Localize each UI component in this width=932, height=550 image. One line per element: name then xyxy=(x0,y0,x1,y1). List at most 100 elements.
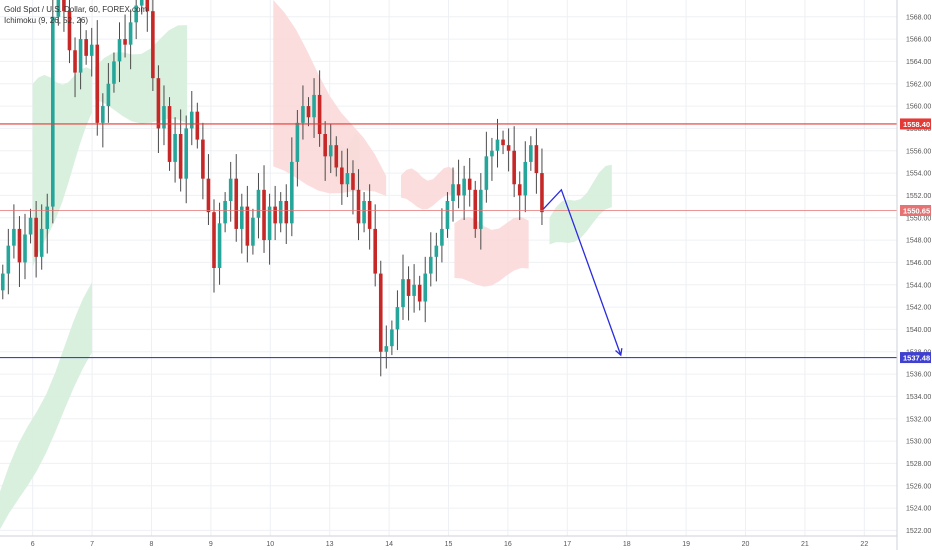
candle xyxy=(378,260,383,377)
candle-body xyxy=(378,273,383,352)
cloud-bull-segment xyxy=(0,281,93,530)
candle xyxy=(162,85,166,146)
candle-body xyxy=(73,50,77,73)
candle xyxy=(517,171,522,220)
price-tick-label: 1560.00 xyxy=(906,104,931,111)
projection-arrow[interactable] xyxy=(543,188,623,357)
time-tick-label: 9 xyxy=(209,541,213,548)
horizontal-levels[interactable] xyxy=(0,123,897,359)
resistance-price-tag xyxy=(900,118,931,130)
candle xyxy=(340,150,344,205)
time-tick-label: 16 xyxy=(504,541,512,548)
candle-body xyxy=(312,94,316,118)
candle-body xyxy=(184,128,189,179)
candle-body xyxy=(356,189,361,224)
candle xyxy=(301,85,305,140)
candle-body xyxy=(328,145,333,157)
candle-body xyxy=(340,167,344,185)
current-price-tag xyxy=(900,204,931,216)
candle-body xyxy=(195,111,200,140)
time-tick-label: 15 xyxy=(445,541,453,548)
candle xyxy=(423,256,428,323)
candle-body xyxy=(23,234,27,263)
candle xyxy=(151,0,155,92)
candle xyxy=(345,148,350,198)
candle-body xyxy=(12,228,16,246)
candle-body xyxy=(45,206,50,229)
candle-body xyxy=(51,16,55,207)
candle-body xyxy=(462,178,466,196)
candle xyxy=(73,37,77,98)
candle-body xyxy=(178,134,183,179)
candle-body xyxy=(467,178,472,190)
candle-body xyxy=(440,228,444,246)
candle xyxy=(212,199,216,293)
cloud-bear-segment xyxy=(273,0,387,196)
candle xyxy=(306,97,311,127)
candle-body xyxy=(239,206,244,229)
candle-body xyxy=(201,139,205,179)
price-tick-label: 1554.00 xyxy=(906,171,931,178)
candle xyxy=(395,290,400,351)
time-tick-label: 10 xyxy=(266,541,274,548)
candle xyxy=(239,193,244,254)
candle xyxy=(101,93,105,148)
candlestick-series[interactable] xyxy=(0,0,544,377)
candle xyxy=(256,173,261,239)
price-tick-label: 1530.00 xyxy=(906,439,931,446)
candle xyxy=(540,148,544,226)
candle xyxy=(112,52,116,93)
cloud-bull-segment xyxy=(549,164,612,245)
price-tick-label: 1534.00 xyxy=(906,394,931,401)
price-tick-label: 1548.00 xyxy=(906,238,931,245)
candle-body xyxy=(290,161,294,224)
candle xyxy=(473,180,478,238)
candle-body xyxy=(451,184,455,201)
candle-body xyxy=(0,273,5,291)
candle xyxy=(284,184,289,244)
time-axis[interactable]: 6 7 8 9 10 13 14 15 16 17 18 19 20 21 22 xyxy=(0,535,897,548)
candle-body xyxy=(106,83,111,107)
candle-body xyxy=(434,245,439,257)
candle-body xyxy=(223,201,227,224)
price-tick-label: 1552.00 xyxy=(906,193,931,200)
candle xyxy=(139,0,144,15)
current-price-label: 1550.65 xyxy=(903,206,930,215)
time-tick-label: 14 xyxy=(385,541,393,548)
time-tick-label: 19 xyxy=(682,541,690,548)
candle xyxy=(323,121,327,181)
time-tick-label: 18 xyxy=(623,541,631,548)
candle-body xyxy=(301,106,305,123)
candle-body xyxy=(490,150,494,157)
candle-body xyxy=(151,11,155,79)
candle xyxy=(156,65,161,153)
price-axis[interactable]: 1522.00 1524.00 1526.00 1528.00 1530.00 1532.… xyxy=(896,0,932,550)
candle-body xyxy=(189,111,194,129)
price-tick-label: 1526.00 xyxy=(906,483,931,490)
time-tick-label: 21 xyxy=(801,541,809,548)
candle xyxy=(456,159,461,209)
candle-body xyxy=(112,61,116,84)
price-tick-label: 1542.00 xyxy=(906,305,931,312)
candle-body xyxy=(6,245,11,274)
time-tick-label: 22 xyxy=(860,541,868,548)
candle xyxy=(78,18,83,90)
candle-body xyxy=(34,217,38,257)
candle-body xyxy=(523,161,528,196)
candle-body xyxy=(351,173,355,190)
candle-body xyxy=(67,11,72,51)
candle xyxy=(262,165,266,253)
candle-body xyxy=(62,0,66,12)
time-tick-label: 20 xyxy=(742,541,750,548)
price-tick-label: 1550.00 xyxy=(906,215,931,222)
chart-grid xyxy=(0,0,897,536)
candle xyxy=(479,173,483,250)
candle-body xyxy=(234,178,239,229)
ichimoku-cloud xyxy=(0,0,612,530)
candle-body xyxy=(273,206,277,224)
candle xyxy=(178,109,183,192)
candle xyxy=(334,136,339,177)
candle xyxy=(328,124,333,174)
candle xyxy=(51,0,55,224)
